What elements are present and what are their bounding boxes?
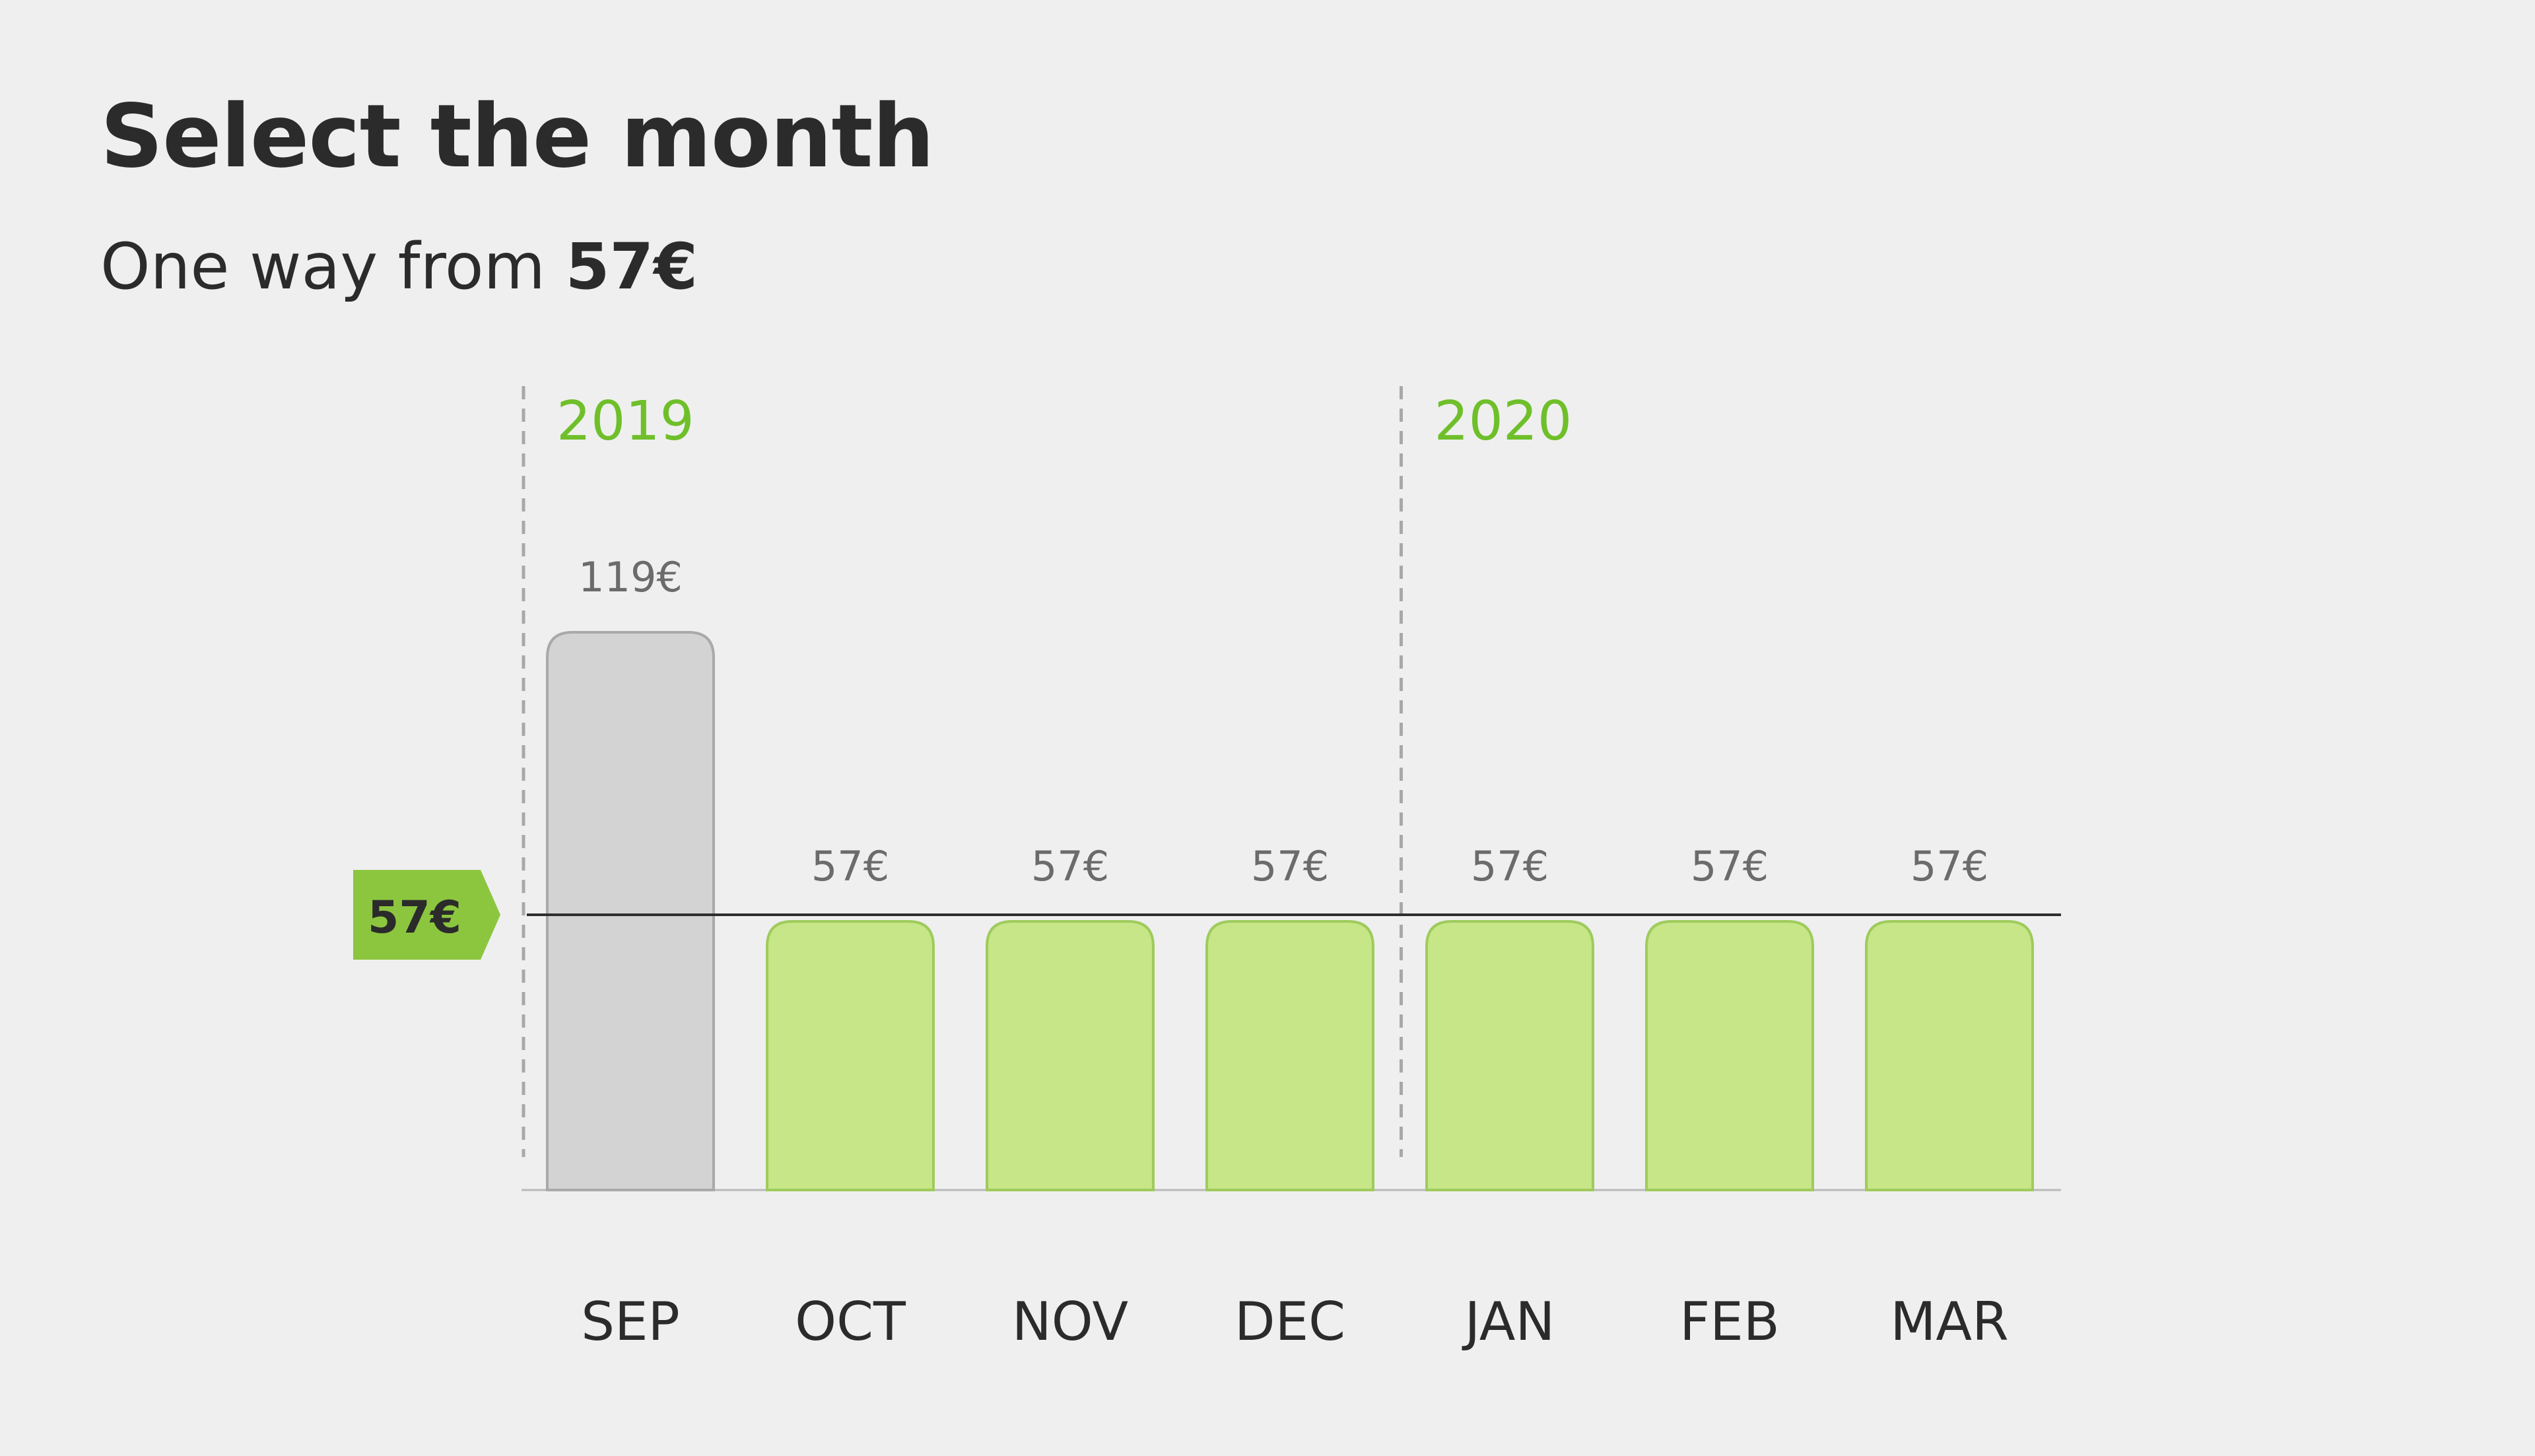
bar-oct[interactable] xyxy=(766,920,935,1191)
bar-shape[interactable] xyxy=(546,631,715,1191)
reference-price-badge: 57€ xyxy=(353,870,500,960)
bar-dec[interactable] xyxy=(1205,920,1374,1191)
month-label-nov[interactable]: NOV xyxy=(1012,1291,1128,1352)
month-label-feb[interactable]: FEB xyxy=(1679,1291,1779,1352)
bar-value-label: 57€ xyxy=(1471,842,1549,890)
subtitle-price: 57€ xyxy=(565,230,698,304)
bar-value-label: 57€ xyxy=(1910,842,1988,890)
bar-shape[interactable] xyxy=(1865,920,2034,1191)
bar-shape[interactable] xyxy=(1425,920,1594,1191)
bar-value-label: 57€ xyxy=(1031,842,1109,890)
bar-feb[interactable] xyxy=(1645,920,1814,1191)
bar-value-label: 57€ xyxy=(1251,842,1329,890)
bar-value-label: 57€ xyxy=(1691,842,1769,890)
badge-shape xyxy=(353,870,500,960)
bar-nov[interactable] xyxy=(986,920,1155,1191)
month-label-jan[interactable]: JAN xyxy=(1462,1291,1555,1352)
bar-shape[interactable] xyxy=(1205,920,1374,1191)
bar-sep[interactable] xyxy=(546,631,715,1191)
bar-value-label: 119€ xyxy=(578,553,683,601)
badge-label: 57€ xyxy=(368,892,461,944)
bar-jan[interactable] xyxy=(1425,920,1594,1191)
year-label-2019: 2019 xyxy=(557,390,694,453)
bar-mar[interactable] xyxy=(1865,920,2034,1191)
subtitle-prefix: One way from xyxy=(100,230,566,304)
bar-value-label: 57€ xyxy=(811,842,889,890)
price-subtitle: One way from 57€ xyxy=(100,230,698,304)
bar-shape[interactable] xyxy=(986,920,1155,1191)
month-label-mar[interactable]: MAR xyxy=(1890,1291,2008,1352)
page-title: Select the month xyxy=(100,86,934,187)
month-label-dec[interactable]: DEC xyxy=(1234,1291,1345,1352)
bar-shape[interactable] xyxy=(1645,920,1814,1191)
month-label-sep[interactable]: SEP xyxy=(581,1291,680,1352)
year-label-2020: 2020 xyxy=(1435,390,1572,453)
bar-shape[interactable] xyxy=(766,920,935,1191)
month-label-oct[interactable]: OCT xyxy=(795,1291,906,1352)
